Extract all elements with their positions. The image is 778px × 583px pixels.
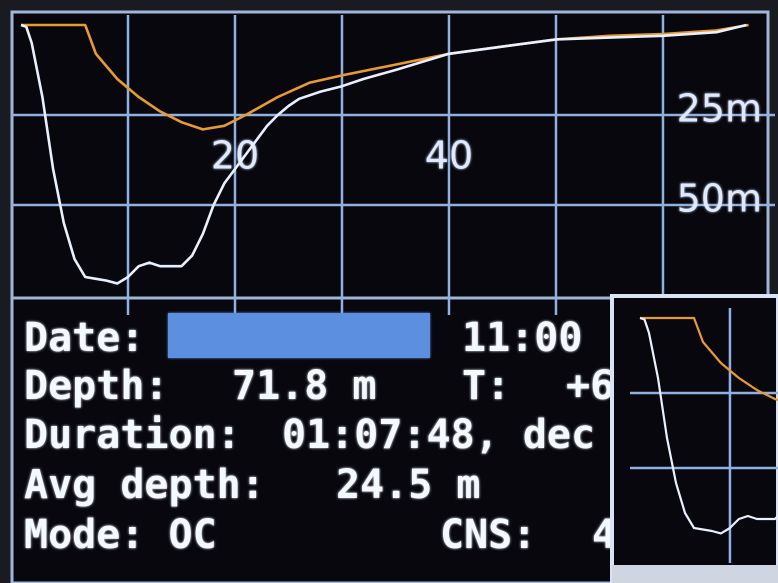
screen-photo: 25m50m2040 Date: 11:00 Depth: 71.8 m T: …	[0, 0, 778, 583]
value: 01:07:48, dec	[282, 412, 595, 458]
x-tick-label: 40	[425, 134, 473, 178]
label: T:	[462, 363, 510, 409]
inset-edge	[612, 565, 778, 583]
label: Duration:	[24, 412, 241, 458]
label: Avg depth:	[24, 462, 265, 508]
value: 24.5 m	[336, 462, 481, 508]
chart-panel	[12, 12, 768, 298]
value: 11:00	[462, 315, 582, 361]
value: 71.8 m	[232, 363, 377, 409]
value: +6	[566, 363, 614, 409]
label: Date:	[24, 315, 144, 361]
label: CNS:	[440, 512, 536, 558]
redaction	[168, 313, 430, 358]
value: Mode: OC	[24, 512, 217, 558]
inset-screen	[612, 296, 778, 583]
label: Depth:	[24, 363, 169, 409]
y-tick-label: 25m	[677, 87, 762, 131]
y-tick-label: 50m	[677, 177, 762, 221]
